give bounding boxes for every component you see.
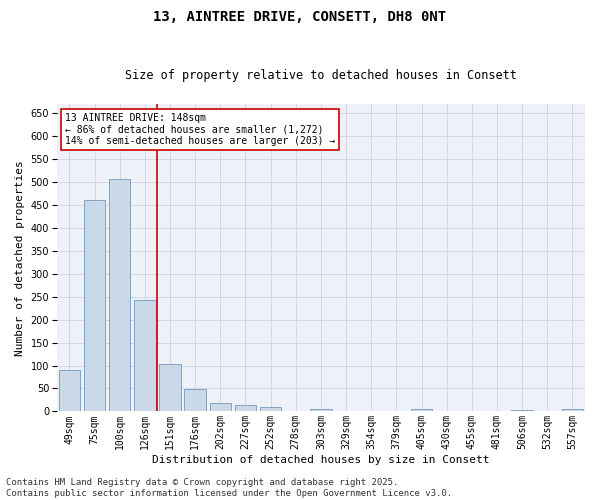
Bar [209,403,231,411]
Bar [184,390,206,411]
Text: 13 AINTREE DRIVE: 148sqm
← 86% of detached houses are smaller (1,272)
14% of sem: 13 AINTREE DRIVE: 148sqm ← 86% of detach… [65,113,335,146]
Bar [59,370,80,412]
Bar [562,409,583,412]
Y-axis label: Number of detached properties: Number of detached properties [15,160,25,356]
Bar [109,179,130,412]
Bar [260,408,281,412]
Bar [511,410,533,412]
X-axis label: Distribution of detached houses by size in Consett: Distribution of detached houses by size … [152,455,490,465]
Text: 13, AINTREE DRIVE, CONSETT, DH8 0NT: 13, AINTREE DRIVE, CONSETT, DH8 0NT [154,10,446,24]
Bar [84,200,105,412]
Bar [160,364,181,412]
Title: Size of property relative to detached houses in Consett: Size of property relative to detached ho… [125,69,517,82]
Bar [235,404,256,411]
Bar [310,409,332,412]
Bar [134,300,155,412]
Bar [411,409,432,412]
Text: Contains HM Land Registry data © Crown copyright and database right 2025.
Contai: Contains HM Land Registry data © Crown c… [6,478,452,498]
